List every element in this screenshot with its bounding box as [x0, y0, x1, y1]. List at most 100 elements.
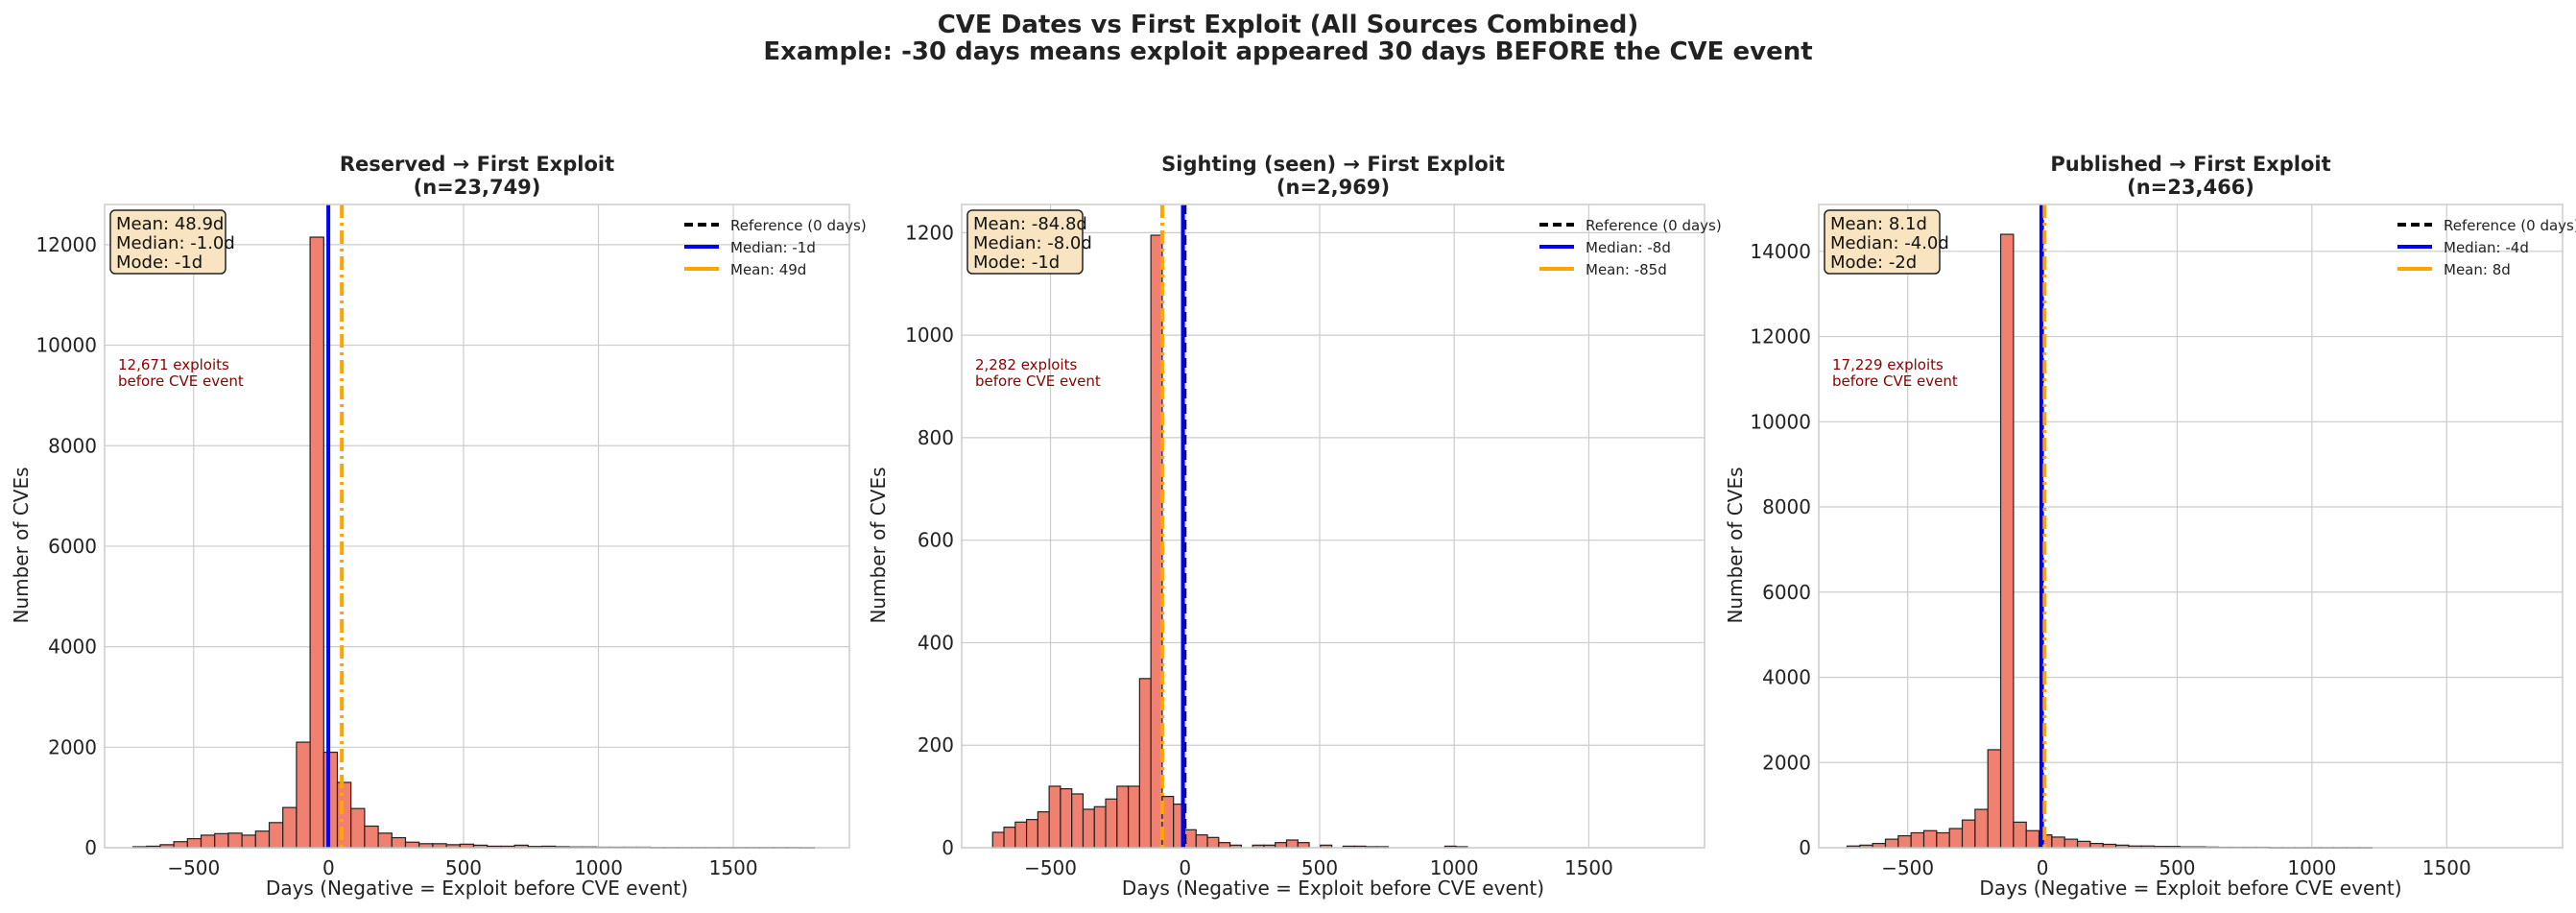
histogram-bar [268, 822, 284, 849]
y-axis-label: Number of CVEs [867, 467, 890, 623]
stats-line: Mode: -1d [973, 252, 1060, 273]
legend-reference-label: Reference (0 days) [2444, 217, 2576, 234]
histogram-bar [350, 807, 366, 849]
x-tick-label: 0 [1179, 856, 1191, 879]
legend-reference-label: Reference (0 days) [730, 217, 867, 234]
chart-title: Published → First Exploit [2050, 153, 2330, 176]
histogram-bar [173, 841, 188, 849]
stats-box [966, 209, 1084, 275]
y-tick-label: 0 [84, 836, 97, 859]
histogram-bar [1003, 827, 1016, 849]
x-axis-label: Days (Negative = Exploit before CVE even… [1122, 877, 1544, 900]
stats-line: Median: -1.0d [116, 233, 235, 253]
histogram-bar [1105, 798, 1118, 849]
chart-subtitle: (n=23,749) [414, 176, 541, 199]
y-tick-label: 800 [918, 426, 954, 449]
y-tick-label: 0 [1799, 836, 1811, 859]
stats-line: Mean: -84.8d [973, 214, 1087, 234]
x-tick-label: 0 [2037, 856, 2049, 879]
x-axis-label: Days (Negative = Exploit before CVE even… [266, 877, 688, 900]
chart-title: Reserved → First Exploit [340, 153, 614, 176]
x-tick-label: 1500 [709, 856, 758, 879]
histogram-bar [1048, 785, 1061, 849]
x-tick-label: −500 [167, 856, 220, 879]
chart-subtitle: (n=2,969) [1276, 176, 1390, 199]
chart-panel-1: Reserved → First Exploit(n=23,749) −500 0 5… [10, 153, 867, 900]
legend-reference-label: Reference (0 days) [1586, 217, 1722, 234]
x-tick-label: 1500 [1564, 856, 1613, 879]
exploit-note: before CVE event [975, 372, 1101, 390]
chart-title: Sighting (seen) → First Exploit [1161, 153, 1505, 176]
x-tick-label: 500 [1301, 856, 1338, 879]
exploit-note: before CVE event [118, 372, 244, 390]
stats-line: Median: -8.0d [973, 233, 1092, 253]
y-tick-label: 2000 [1762, 751, 1811, 774]
histogram-bar [1285, 839, 1299, 849]
plot-frame [961, 204, 1705, 849]
histogram-bar [282, 806, 298, 849]
y-tick-label: 4000 [48, 636, 97, 659]
exploit-note: 17,229 exploits [1832, 356, 1944, 373]
histogram-bar [296, 741, 311, 849]
histogram-bar [377, 832, 393, 849]
histogram-bar [1961, 819, 1976, 849]
y-tick-label: 1200 [905, 221, 954, 244]
histogram-bar [1116, 785, 1130, 849]
figure-title-line1: CVE Dates vs First Exploit (All Sources … [938, 11, 1639, 39]
x-tick-label: 0 [322, 856, 335, 879]
plot-frame [1818, 204, 2564, 849]
legend-mean-label: Mean: 49d [730, 261, 806, 278]
histogram-bar [1948, 828, 1964, 849]
y-tick-label: 12000 [36, 233, 97, 256]
histogram-bar [227, 832, 243, 849]
legend-mean-label: Mean: -85d [1586, 261, 1667, 278]
y-tick-label: 200 [918, 733, 954, 757]
y-tick-label: 14000 [1750, 240, 1811, 263]
x-tick-label: 1000 [574, 856, 623, 879]
chart-panel-3: Published → First Exploit(n=23,466) −500 0… [1724, 153, 2576, 900]
histogram-bar [364, 825, 379, 849]
histogram-bar [1138, 678, 1152, 849]
y-tick-label: 8000 [48, 434, 97, 457]
histogram-bar [1025, 819, 1038, 849]
histogram-bar [1275, 842, 1288, 849]
histogram-bar [1082, 808, 1095, 849]
x-tick-label: −500 [1881, 856, 1934, 879]
stats-line: Mode: -2d [1830, 252, 1917, 273]
exploit-note: before CVE event [1832, 372, 1958, 390]
histogram-bar [2013, 821, 2027, 849]
legend-median-label: Median: -8d [1586, 239, 1671, 256]
histogram-bar [1071, 793, 1085, 849]
y-tick-label: 10000 [1750, 410, 1811, 433]
chart-subtitle: (n=23,466) [2127, 176, 2254, 199]
histogram-bar [1014, 821, 1028, 849]
histogram-bar [1987, 749, 2002, 849]
histogram-bar [1060, 788, 1073, 849]
histogram-bar [1297, 842, 1310, 849]
figure-title-line2: Example: -30 days means exploit appeared… [763, 37, 1812, 66]
histogram-bar [241, 834, 256, 849]
histogram-bar [322, 751, 339, 849]
x-tick-label: −500 [1024, 856, 1077, 879]
x-tick-label: 1000 [2287, 856, 2336, 879]
x-tick-label: 500 [445, 856, 482, 879]
histogram-bar [404, 841, 420, 849]
y-tick-label: 0 [942, 836, 954, 859]
y-tick-label: 6000 [48, 535, 97, 558]
x-tick-label: 1500 [2422, 856, 2471, 879]
histogram-bar [391, 836, 407, 849]
legend-median-label: Median: -4d [2444, 239, 2529, 256]
y-tick-label: 600 [918, 529, 954, 552]
stats-box [109, 209, 227, 275]
histogram-bar [1093, 805, 1107, 849]
histogram-bar [1897, 834, 1912, 849]
histogram-bar [254, 830, 271, 849]
legend-mean-label: Mean: 8d [2444, 261, 2511, 278]
x-tick-label: 1000 [1430, 856, 1479, 879]
histogram-bar [2051, 836, 2065, 849]
histogram-bar [2025, 829, 2040, 849]
exploit-note: 12,671 exploits [118, 356, 229, 373]
histogram-bar [1999, 233, 2015, 849]
stats-box [1824, 209, 1941, 275]
